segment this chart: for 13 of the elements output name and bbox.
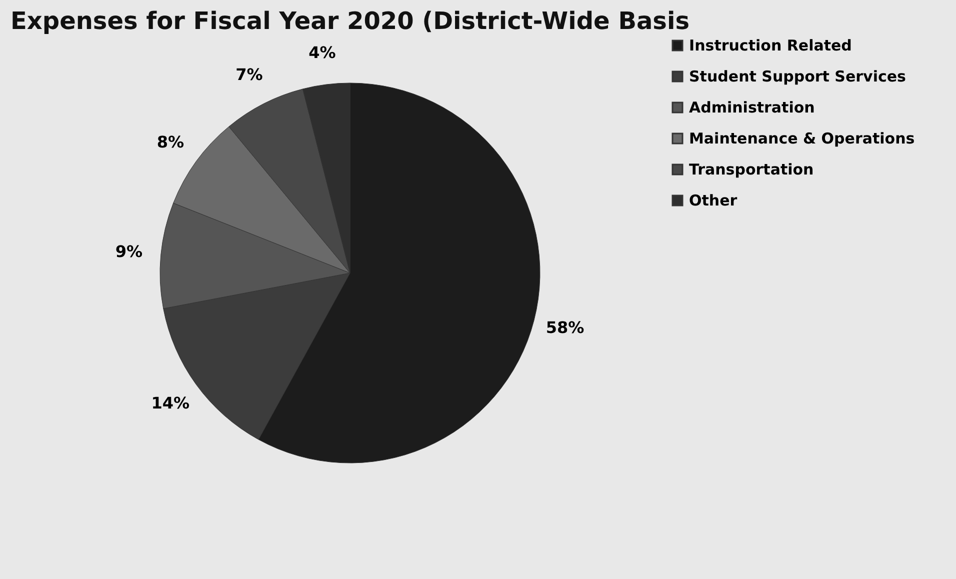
legend-label: Maintenance & Operations [689, 130, 915, 148]
data-label: 7% [236, 65, 263, 84]
data-label: 9% [115, 242, 143, 262]
data-label: 58% [546, 318, 584, 338]
legend-label: Transportation [689, 160, 814, 178]
legend-label: Instruction Related [689, 36, 852, 54]
legend-label: Other [689, 192, 738, 210]
data-label: 4% [308, 42, 336, 62]
legend-label: Student Support Services [689, 68, 906, 86]
data-label: 14% [151, 393, 190, 412]
data-label: 8% [156, 132, 184, 152]
chart-title: Expenses for Fiscal Year 2020 (District-Wide Basis [10, 7, 690, 35]
legend-label: Administration [689, 98, 815, 116]
